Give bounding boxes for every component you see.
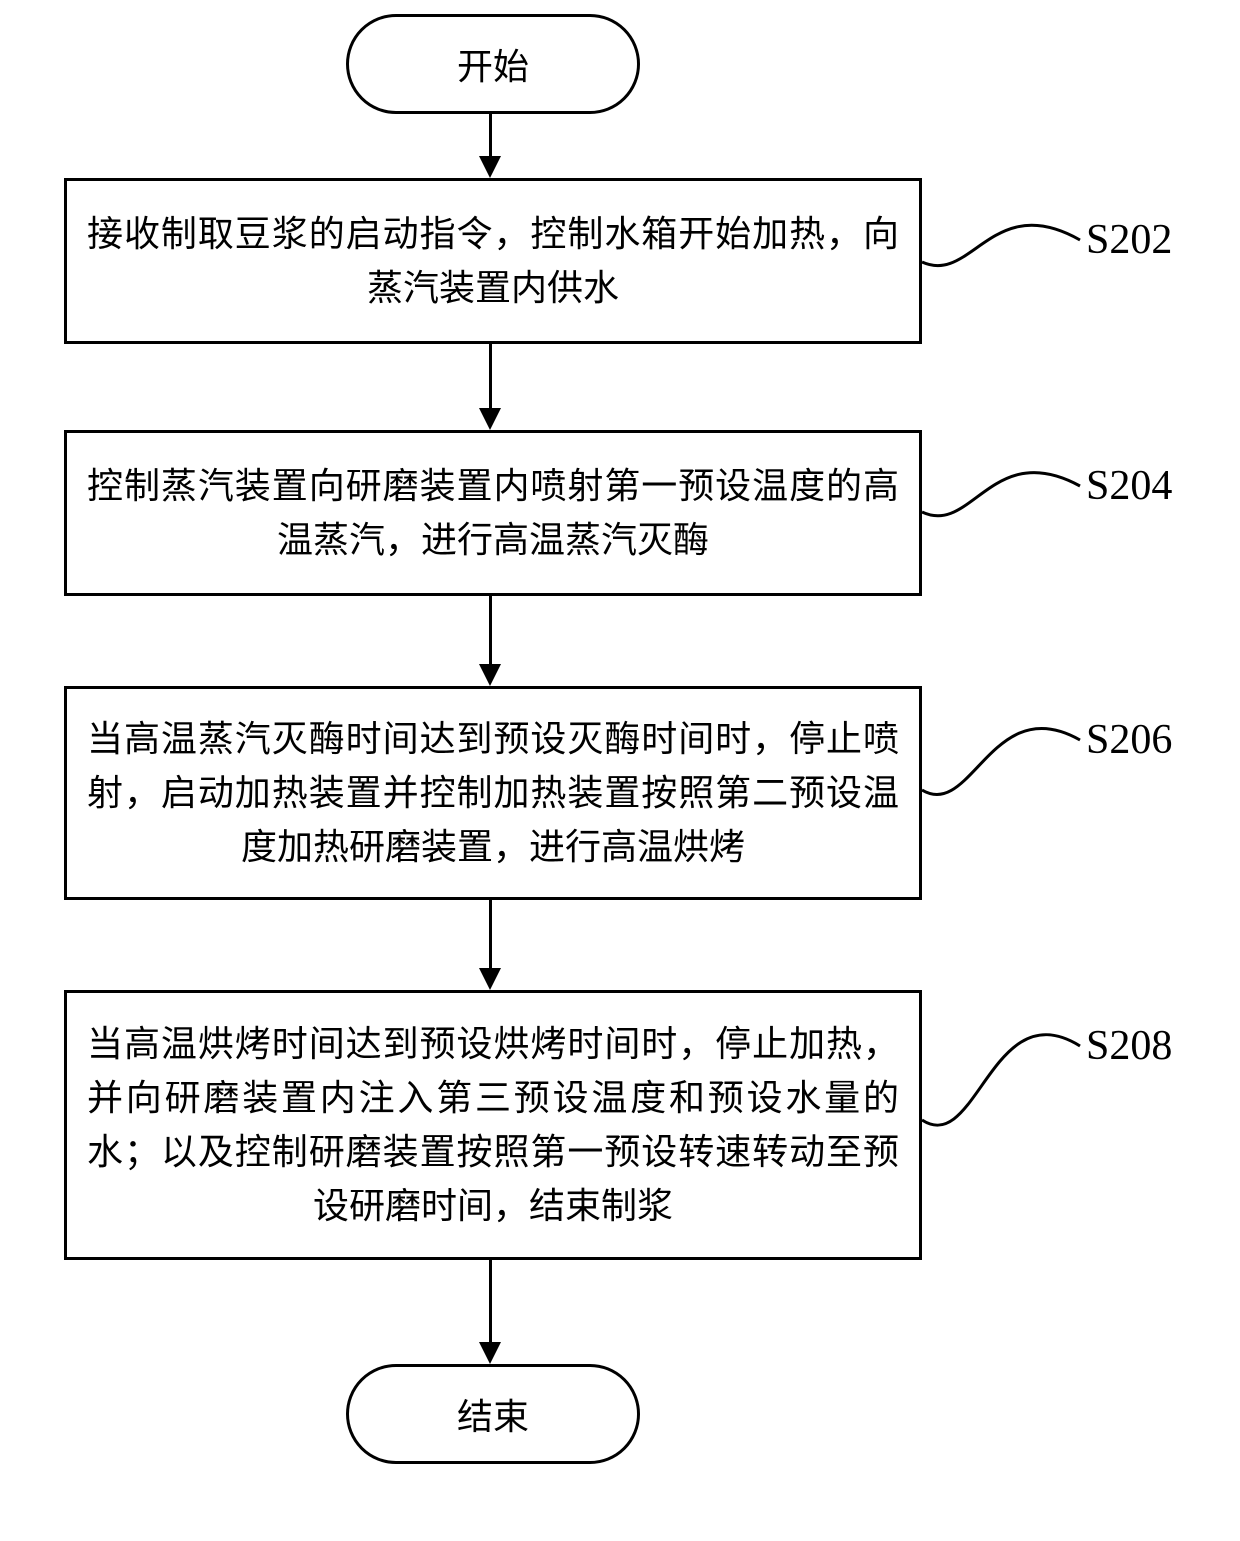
start-text: 开始 (457, 38, 529, 90)
arrowhead-3 (479, 664, 501, 686)
process-s208-text: 当高温烘烤时间达到预设烘烤时间时，停止加热，并向研磨装置内注入第三预设温度和预设… (87, 1017, 899, 1233)
end-node: 结束 (346, 1364, 640, 1464)
process-s202: 接收制取豆浆的启动指令，控制水箱开始加热，向蒸汽装置内供水 (64, 178, 922, 344)
end-text: 结束 (457, 1388, 529, 1440)
arrowhead-4 (479, 968, 501, 990)
connector-3 (489, 596, 492, 666)
squiggle-s202 (922, 210, 1086, 290)
arrowhead-1 (479, 156, 501, 178)
connector-5 (489, 1260, 492, 1344)
connector-2 (489, 344, 492, 410)
connector-1 (489, 114, 492, 158)
arrowhead-5 (479, 1342, 501, 1364)
label-s208: S208 (1086, 1022, 1172, 1070)
process-s202-text: 接收制取豆浆的启动指令，控制水箱开始加热，向蒸汽装置内供水 (87, 207, 899, 315)
squiggle-s208 (922, 1016, 1086, 1156)
arrowhead-2 (479, 408, 501, 430)
label-s202: S202 (1086, 216, 1172, 264)
label-s204: S204 (1086, 462, 1172, 510)
process-s206: 当高温蒸汽灭酶时间达到预设灭酶时间时，停止喷射，启动加热装置并控制加热装置按照第… (64, 686, 922, 900)
start-node: 开始 (346, 14, 640, 114)
process-s208: 当高温烘烤时间达到预设烘烤时间时，停止加热，并向研磨装置内注入第三预设温度和预设… (64, 990, 922, 1260)
squiggle-s204 (922, 456, 1086, 536)
squiggle-s206 (922, 710, 1086, 820)
process-s206-text: 当高温蒸汽灭酶时间达到预设灭酶时间时，停止喷射，启动加热装置并控制加热装置按照第… (87, 712, 899, 874)
process-s204: 控制蒸汽装置向研磨装置内喷射第一预设温度的高温蒸汽，进行高温蒸汽灭酶 (64, 430, 922, 596)
connector-4 (489, 900, 492, 970)
flowchart-canvas: 开始 接收制取豆浆的启动指令，控制水箱开始加热，向蒸汽装置内供水 控制蒸汽装置向… (0, 0, 1240, 1541)
label-s206: S206 (1086, 716, 1172, 764)
process-s204-text: 控制蒸汽装置向研磨装置内喷射第一预设温度的高温蒸汽，进行高温蒸汽灭酶 (87, 459, 899, 567)
